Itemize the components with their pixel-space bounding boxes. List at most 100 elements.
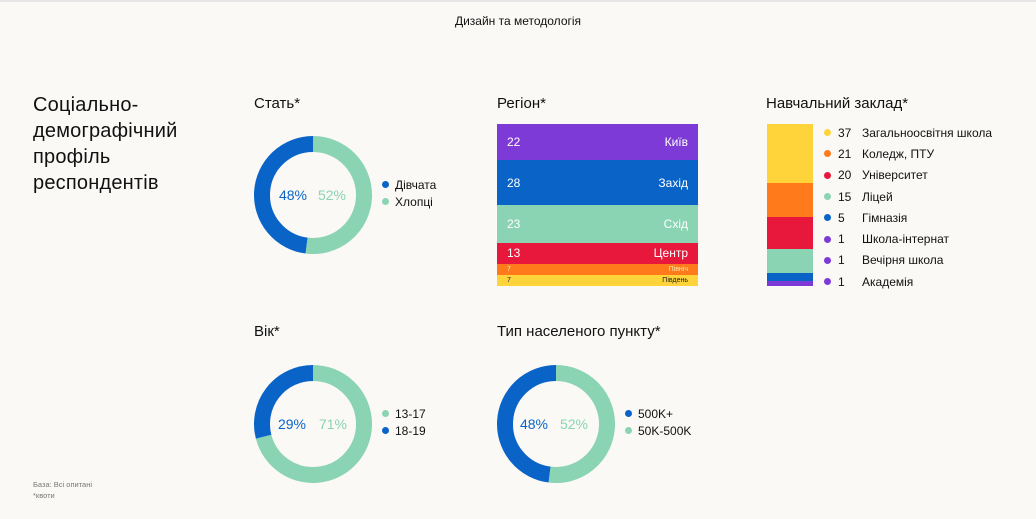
region-value-label: 7 bbox=[507, 277, 511, 284]
settlement-chart-title: Тип населеного пункту* bbox=[497, 323, 661, 340]
legend-swatch bbox=[824, 214, 831, 222]
legend-swatch bbox=[382, 427, 389, 434]
education-name-label: Школа-інтернат bbox=[862, 232, 949, 247]
legend-swatch bbox=[824, 171, 831, 179]
education-value-label: 37 bbox=[838, 125, 852, 140]
legend-item: Хлопці bbox=[382, 193, 436, 210]
region-bar-Схід: 23 Схід bbox=[497, 205, 698, 243]
education-value-label: 15 bbox=[838, 189, 852, 204]
education-name-label: Ліцей bbox=[862, 189, 893, 204]
region-value-label: 7 bbox=[507, 266, 511, 273]
donut-slice-13-17 bbox=[255, 365, 372, 483]
region-name-label: Схід bbox=[663, 217, 688, 232]
legend-label: Дівчата bbox=[395, 177, 437, 192]
education-value-label: 20 bbox=[838, 168, 852, 183]
education-legend-item: 37 Загальноосвітня школа bbox=[824, 122, 992, 143]
region-value-label: 22 bbox=[507, 134, 521, 149]
region-bar-Київ: 22 Київ bbox=[497, 124, 698, 160]
donut-value-label: 52% bbox=[560, 416, 588, 432]
education-name-label: Гімназія bbox=[862, 210, 908, 225]
education-chart-title: Навчальний заклад* bbox=[766, 95, 909, 112]
legend-swatch bbox=[824, 129, 831, 137]
settlement-donut-chart: 48% 52% bbox=[497, 365, 615, 488]
region-bar-Захід: 28 Захід bbox=[497, 159, 698, 206]
footnote-base: База: Всі опитані bbox=[33, 480, 93, 489]
donut-slice-Дівчата bbox=[254, 136, 314, 254]
legend-label: Хлопці bbox=[395, 194, 433, 209]
donut-value-label: 48% bbox=[520, 416, 548, 432]
region-value-label: 23 bbox=[507, 217, 521, 232]
education-legend-item: 15 Ліцей bbox=[824, 186, 992, 207]
education-legend-item: 21 Коледж, ПТУ bbox=[824, 143, 992, 164]
donut-value-label: 52% bbox=[318, 187, 346, 203]
gender-donut-chart: 48% 52% bbox=[254, 136, 372, 259]
education-value-label: 1 bbox=[838, 274, 845, 289]
region-bar-Центр: 13 Центр bbox=[497, 242, 698, 264]
region-chart-title: Регіон* bbox=[497, 95, 546, 112]
donut-value-label: 71% bbox=[319, 416, 347, 432]
gender-legend: Дівчата Хлопці bbox=[382, 176, 436, 210]
age-donut-chart: 71% 29% bbox=[254, 365, 372, 488]
donut-value-label: 29% bbox=[278, 416, 306, 432]
education-stacked-bar bbox=[767, 124, 813, 286]
legend-swatch bbox=[382, 198, 389, 205]
legend-swatch bbox=[382, 410, 389, 417]
region-value-label: 13 bbox=[507, 246, 521, 261]
legend-swatch bbox=[824, 235, 831, 243]
donut-slice-500K+ bbox=[497, 365, 557, 483]
legend-swatch bbox=[382, 181, 389, 188]
legend-swatch bbox=[824, 193, 831, 201]
education-name-label: Університет bbox=[862, 168, 928, 183]
education-legend-item: 1 Академія bbox=[824, 271, 992, 292]
legend-item: Дівчата bbox=[382, 176, 436, 193]
legend-item: 500K+ bbox=[625, 405, 691, 422]
page-header: Дизайн та методологія bbox=[454, 14, 582, 28]
education-name-label: Коледж, ПТУ bbox=[862, 146, 935, 161]
education-legend-item: 5 Гімназія bbox=[824, 207, 992, 228]
age-chart-title: Вік* bbox=[254, 323, 280, 340]
legend-label: 50K-500K bbox=[638, 423, 692, 438]
region-name-label: Київ bbox=[664, 134, 688, 149]
legend-swatch bbox=[824, 278, 831, 286]
donut-slice-18-19 bbox=[254, 365, 314, 439]
education-value-label: 21 bbox=[838, 146, 852, 161]
education-value-label: 1 bbox=[838, 232, 845, 247]
legend-item: 18-19 bbox=[382, 422, 426, 439]
legend-label: 18-19 bbox=[395, 423, 426, 438]
region-bar-Південь: 7 Південь bbox=[497, 275, 698, 286]
education-bar-segment bbox=[767, 284, 813, 286]
legend-item: 50K-500K bbox=[625, 422, 691, 439]
education-legend-item: 20 Університет bbox=[824, 165, 992, 186]
region-name-label: Захід bbox=[658, 175, 688, 190]
education-value-label: 5 bbox=[838, 210, 845, 225]
legend-swatch bbox=[625, 427, 632, 434]
education-bar-segment bbox=[767, 273, 813, 282]
education-bar-segment bbox=[767, 217, 813, 250]
education-value-label: 1 bbox=[838, 253, 845, 268]
donut-slice-Хлопці bbox=[305, 136, 372, 254]
education-legend-item: 1 Школа-інтернат bbox=[824, 228, 992, 249]
legend-swatch bbox=[824, 256, 831, 264]
region-value-label: 28 bbox=[507, 175, 521, 190]
education-bar-segment bbox=[767, 183, 813, 218]
region-name-label: Центр bbox=[653, 246, 688, 261]
settlement-legend: 500K+ 50K-500K bbox=[625, 405, 691, 439]
education-name-label: Вечірня школа bbox=[862, 253, 944, 268]
top-divider bbox=[0, 0, 1036, 2]
legend-swatch bbox=[625, 410, 632, 417]
region-name-label: Північ bbox=[668, 266, 688, 273]
education-name-label: Академія bbox=[862, 274, 914, 289]
education-name-label: Загальноосвітня школа bbox=[862, 125, 993, 140]
donut-value-label: 48% bbox=[279, 187, 307, 203]
legend-item: 13-17 bbox=[382, 405, 426, 422]
education-bar-segment bbox=[767, 249, 813, 274]
donut-slice-50K-500K bbox=[548, 365, 615, 483]
legend-label: 500K+ bbox=[638, 406, 674, 421]
gender-chart-title: Стать* bbox=[254, 95, 301, 112]
education-legend-item: 1 Вечірня школа bbox=[824, 250, 992, 271]
education-bar-segment bbox=[767, 124, 813, 184]
region-name-label: Південь bbox=[662, 277, 688, 284]
education-legend: 37 Загальноосвітня школа 21 Коледж, ПТУ 20 Ун… bbox=[824, 122, 992, 292]
region-bar-Північ: 7 Північ bbox=[497, 264, 698, 275]
education-bar-segment bbox=[767, 281, 813, 283]
